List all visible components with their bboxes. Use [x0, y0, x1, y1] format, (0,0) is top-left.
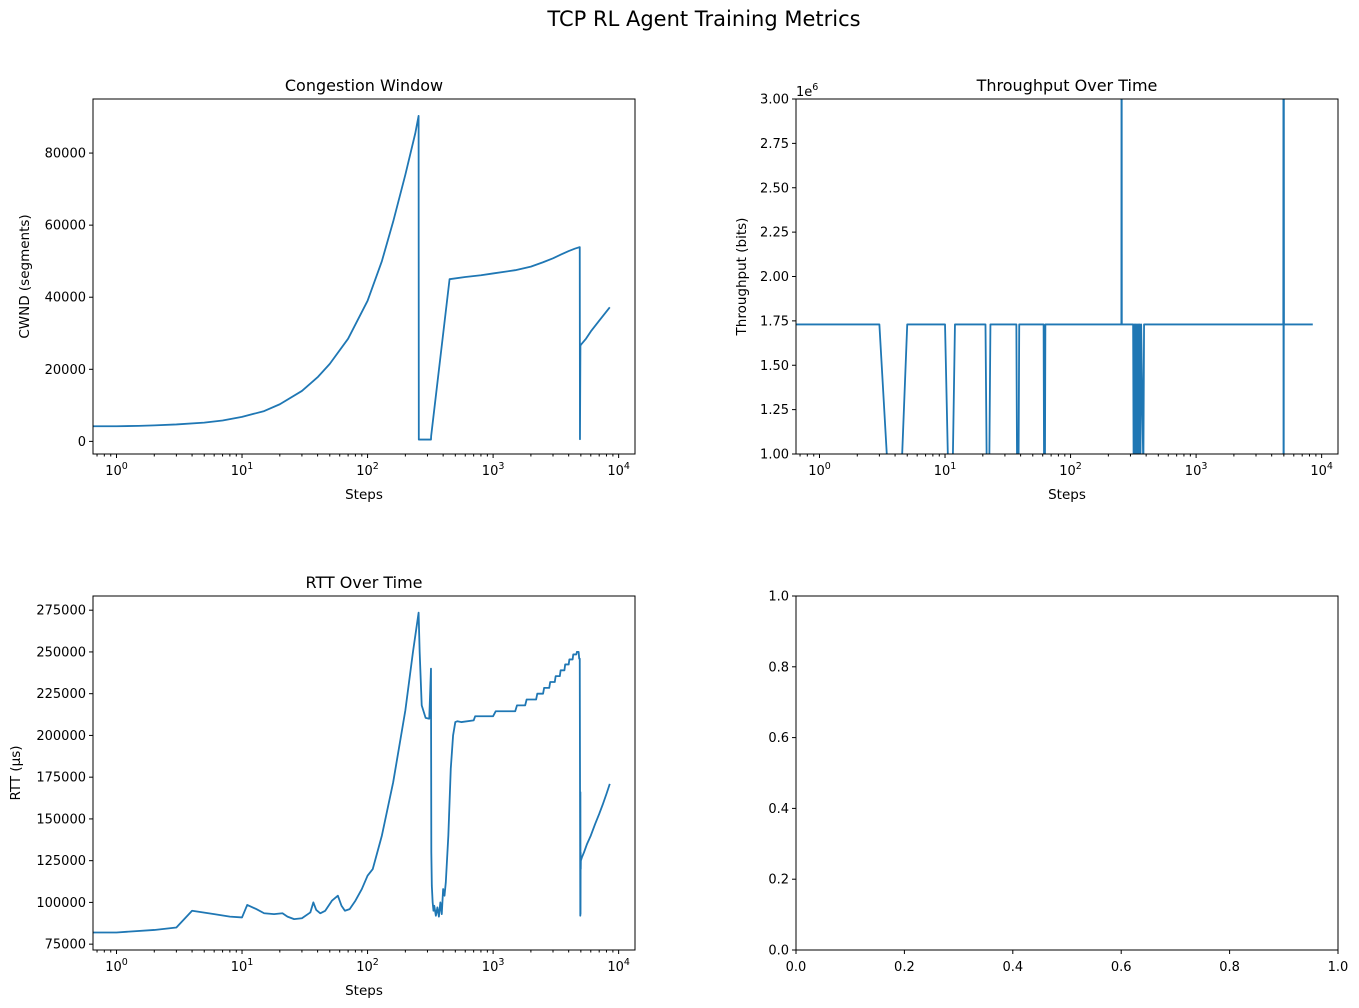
cwnd-x-tick-label: 100: [105, 461, 128, 479]
throughput-x-tick-label: 100: [808, 461, 831, 479]
throughput-y-tick-label: 2.50: [760, 181, 789, 196]
rtt-y-tick-label: 100000: [36, 896, 86, 911]
cwnd-y-tick-label: 60000: [45, 219, 86, 234]
cwnd-y-tick-label: 20000: [45, 363, 86, 378]
cwnd-x-tick-label: 104: [607, 461, 630, 479]
empty-y-tick-label: 0.4: [768, 802, 789, 817]
cwnd-x-tick-label: 103: [482, 461, 505, 479]
empty-x-tick-label: 1.0: [1328, 960, 1349, 975]
throughput-y-tick-label: 1.50: [760, 359, 789, 374]
empty-x-tick-label: 0.6: [1111, 960, 1132, 975]
rtt-axes-frame: [92, 595, 636, 951]
rtt-title: RTT Over Time: [305, 573, 422, 592]
rtt-y-tick-label: 250000: [36, 645, 86, 660]
empty-x-tick-label: 0.4: [1002, 960, 1023, 975]
throughput-y-tick-label: 1.75: [760, 314, 789, 329]
empty-y-tick-label: 0.6: [768, 731, 789, 746]
throughput-axes-frame: [795, 98, 1339, 455]
throughput-x-tick-label: 101: [934, 461, 957, 479]
throughput-y-axis-label: Throughput (bits): [734, 218, 750, 337]
cwnd-title: Congestion Window: [285, 76, 443, 95]
cwnd-axes-frame: [92, 98, 636, 455]
empty-x-tick-label: 0.0: [786, 960, 807, 975]
cwnd-y-tick-label: 0: [78, 435, 86, 450]
rtt-y-tick-label: 225000: [36, 687, 86, 702]
rtt-y-tick-label: 200000: [36, 729, 86, 744]
cwnd-y-tick-label: 40000: [45, 291, 86, 306]
throughput-y-tick-label: 1.00: [760, 448, 789, 463]
throughput-y-tick-label: 2.75: [760, 137, 789, 152]
cwnd-y-axis-label: CWND (segments): [17, 214, 33, 338]
throughput-offset-label: 1e6: [796, 82, 818, 100]
rtt-x-tick-label: 103: [482, 957, 505, 975]
throughput-title: Throughput Over Time: [976, 76, 1158, 95]
throughput-y-tick-label: 2.00: [760, 270, 789, 285]
throughput-y-tick-label: 3.00: [760, 93, 789, 108]
figure-title: TCP RL Agent Training Metrics: [546, 7, 860, 31]
rtt-y-tick-label: 125000: [36, 854, 86, 869]
throughput-x-axis-label: Steps: [1048, 487, 1086, 503]
empty-x-tick-label: 0.2: [894, 960, 915, 975]
rtt-x-tick-label: 104: [607, 957, 630, 975]
empty-y-tick-label: 0.0: [768, 944, 789, 959]
cwnd-series-line: [93, 115, 611, 441]
cwnd-y-tick-label: 80000: [45, 147, 86, 162]
throughput-x-tick-label: 102: [1059, 461, 1082, 479]
empty-y-tick-label: 0.8: [768, 660, 789, 675]
throughput-y-tick-label: 2.25: [760, 226, 789, 241]
rtt-y-tick-label: 150000: [36, 812, 86, 827]
cwnd-x-tick-label: 101: [231, 461, 254, 479]
rtt-x-axis-label: Steps: [345, 983, 383, 999]
throughput-x-tick-label: 103: [1185, 461, 1208, 479]
subplot-rtt: 75000 100000 125000 150000 175000 200000 22500…: [8, 573, 636, 999]
throughput-x-tick-label: 104: [1310, 461, 1333, 479]
subplot-throughput: 1.00 1.25 1.50 1.75 2.00 2.25 2.50 2.75 3.00 100 1…: [734, 76, 1339, 503]
throughput-y-tick-label: 1.25: [760, 403, 789, 418]
empty-axes-frame: [795, 595, 1339, 951]
rtt-x-tick-label: 102: [356, 957, 379, 975]
rtt-x-tick-label: 100: [105, 957, 128, 975]
rtt-y-tick-label: 75000: [45, 938, 86, 953]
rtt-series-line: [93, 611, 611, 934]
rtt-y-axis-label: RTT (µs): [8, 745, 24, 800]
empty-y-tick-label: 0.2: [768, 873, 789, 888]
subplot-congestion-window: 0 20000 40000 60000 80000 100 101 102 103 104 Cong…: [17, 76, 636, 503]
empty-y-tick-label: 1.0: [768, 590, 789, 605]
rtt-y-tick-label: 175000: [36, 771, 86, 786]
rtt-y-tick-label: 275000: [36, 604, 86, 619]
cwnd-x-tick-label: 102: [356, 461, 379, 479]
rtt-x-tick-label: 101: [231, 957, 254, 975]
empty-x-tick-label: 0.8: [1219, 960, 1240, 975]
throughput-series-line: [796, 99, 1313, 454]
subplot-empty: 0.0 0.2 0.4 0.6 0.8 1.0 0.0 0.2 0.4 0.6 0.8 1.0: [768, 590, 1348, 976]
cwnd-x-axis-label: Steps: [345, 487, 383, 503]
